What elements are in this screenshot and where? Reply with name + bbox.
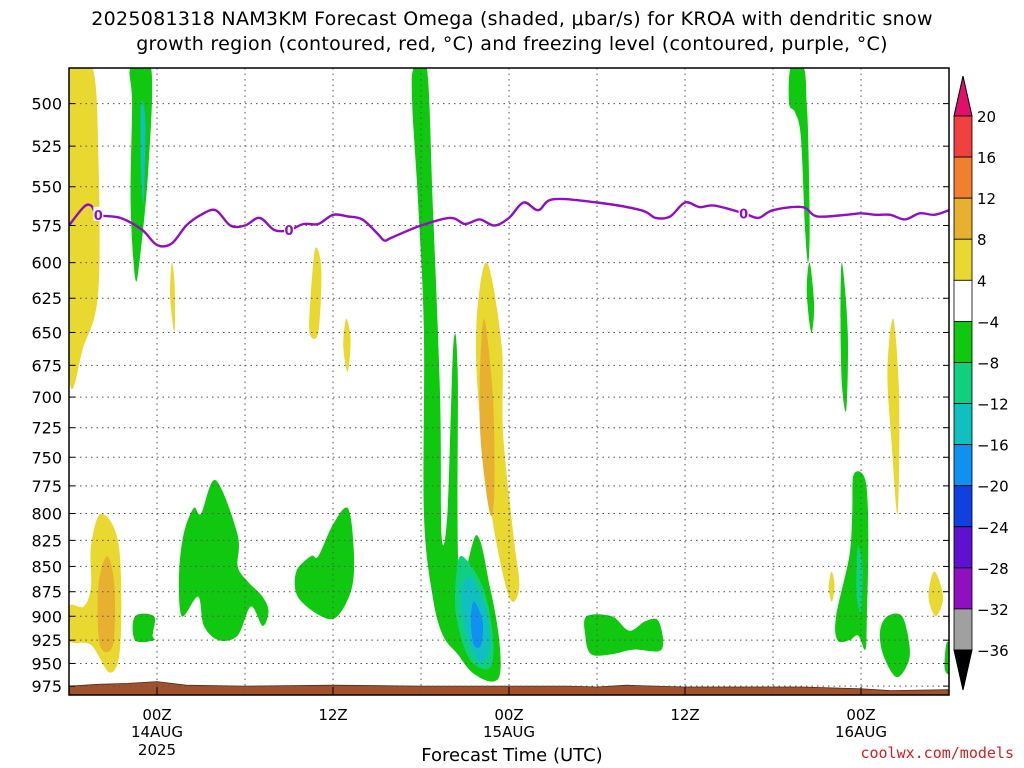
omega-region-green-0z16-upper xyxy=(840,262,849,412)
colorbar-swatch xyxy=(953,279,973,322)
colorbar-top-arrow xyxy=(953,75,973,117)
y-tick-label: 525 xyxy=(31,137,62,156)
colorbar-label: 16 xyxy=(977,149,996,167)
colorbar-label: 8 xyxy=(977,231,987,249)
freezing-level-label-bg xyxy=(93,206,104,221)
y-tick-label: 725 xyxy=(31,419,62,438)
omega-region-yellow-small-2 xyxy=(309,247,322,339)
omega-region-orange-0z15 xyxy=(479,318,495,517)
freezing-level-line xyxy=(69,197,949,248)
colorbar-label: −4 xyxy=(977,313,999,331)
colorbar-swatch xyxy=(953,403,973,446)
y-tick-label: 700 xyxy=(31,388,62,407)
omega-region-green-near-0z xyxy=(132,613,156,643)
y-tick-label: 750 xyxy=(31,448,62,467)
x-tick-label: 00Z xyxy=(142,706,171,724)
freezing-level-label-bg xyxy=(284,222,294,237)
x-tick-year: 2025 xyxy=(138,741,176,759)
omega-region-green-21z-column xyxy=(788,68,810,263)
colorbar-label: 12 xyxy=(977,190,996,208)
omega-region-green-15z xyxy=(411,68,501,682)
omega-region-green-edge xyxy=(944,641,949,675)
freezing-level-label: 0 xyxy=(94,209,103,224)
x-tick-label: 12Z xyxy=(318,706,347,724)
x-tick-label: 00Z xyxy=(846,706,875,724)
colorbar-swatch xyxy=(953,320,973,363)
y-tick-label: 975 xyxy=(31,677,62,696)
colorbar-label: −36 xyxy=(977,642,1009,660)
omega-region-yellow-right-1 xyxy=(887,318,900,515)
y-tick-label: 500 xyxy=(31,95,62,114)
colorbar-swatch xyxy=(953,238,973,281)
colorbar-swatch xyxy=(953,156,973,199)
colorbar-swatch xyxy=(953,567,973,610)
omega-region-yellow-west xyxy=(69,68,100,390)
y-tick-label: 850 xyxy=(31,557,62,576)
y-tick-label: 575 xyxy=(31,217,62,236)
omega-region-green-right-lower xyxy=(879,613,910,678)
colorbar-label: −12 xyxy=(977,396,1009,414)
omega-region-green-22z-col xyxy=(806,262,815,333)
omega-region-green-6z-a xyxy=(178,479,269,641)
x-tick-date: 16AUG xyxy=(835,723,887,741)
x-tick-date: 15AUG xyxy=(483,723,535,741)
omega-region-teal-0z16 xyxy=(856,545,863,613)
colorbar-swatch xyxy=(953,197,973,240)
y-tick-label: 900 xyxy=(31,607,62,626)
freezing-level-label: 0 xyxy=(284,224,293,239)
omega-region-green-6z-b xyxy=(294,507,355,620)
colorbar-swatch xyxy=(953,526,973,569)
colorbar-label: −24 xyxy=(977,519,1009,537)
omega-region-green-west-column xyxy=(129,68,153,282)
omega-region-yellow-right-2 xyxy=(928,571,944,617)
x-tick-label: 00Z xyxy=(494,706,523,724)
colorbar-bottom-arrow xyxy=(953,649,973,691)
omega-region-blue-15z xyxy=(470,601,484,648)
omega-region-green-0z16-lower xyxy=(835,471,869,651)
omega-region-green-6z-15aug xyxy=(584,614,664,656)
colorbar-label: 4 xyxy=(977,272,987,290)
omega-region-orange-0z14 xyxy=(97,556,116,653)
colorbar-label: −20 xyxy=(977,478,1009,496)
colorbar-label: −32 xyxy=(977,601,1009,619)
colorbar-swatch xyxy=(953,485,973,528)
chart-title-line2: growth region (contoured, red, °C) and f… xyxy=(136,33,888,55)
y-tick-label: 625 xyxy=(31,289,62,308)
chart-title-line1: 2025081318 NAM3KM Forecast Omega (shaded… xyxy=(91,8,933,30)
x-axis-label: Forecast Time (UTC) xyxy=(421,745,603,766)
omega-region-cyan-west-column xyxy=(140,100,146,205)
colorbar-swatch xyxy=(953,362,973,404)
x-tick-date: 14AUG xyxy=(131,723,183,741)
freezing-level-label-bg xyxy=(738,205,749,220)
colorbar-label: 20 xyxy=(977,108,996,126)
y-tick-label: 925 xyxy=(31,631,62,650)
y-tick-label: 825 xyxy=(31,531,62,550)
omega-region-yellow-small-3 xyxy=(343,318,351,372)
y-tick-label: 650 xyxy=(31,323,62,342)
y-tick-label: 550 xyxy=(31,178,62,197)
y-tick-label: 950 xyxy=(31,654,62,673)
colorbar-label: −28 xyxy=(977,560,1009,578)
colorbar-swatch xyxy=(953,115,973,158)
credit-text: coolwx.com/models xyxy=(860,744,1014,762)
colorbar-swatch xyxy=(953,444,973,487)
omega-region-yellow-small-1 xyxy=(170,262,176,333)
y-tick-label: 800 xyxy=(31,505,62,524)
colorbar-swatch xyxy=(953,608,973,651)
omega-region-yellow-right-3 xyxy=(828,571,835,602)
y-tick-label: 675 xyxy=(31,356,62,375)
x-tick-label: 12Z xyxy=(670,706,699,724)
y-tick-label: 600 xyxy=(31,254,62,273)
colorbar-label: −8 xyxy=(977,354,999,372)
colorbar-label: −16 xyxy=(977,437,1009,455)
freezing-level-label: 0 xyxy=(739,207,748,222)
y-tick-label: 775 xyxy=(31,477,62,496)
y-tick-label: 875 xyxy=(31,583,62,602)
